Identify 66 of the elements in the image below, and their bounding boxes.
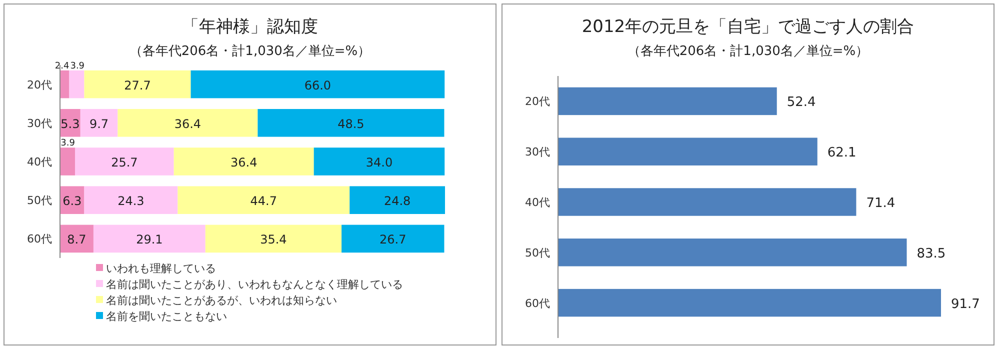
- y-tick-label: 30代: [27, 116, 52, 130]
- data-label: 62.1: [827, 146, 856, 161]
- data-label: 52.4: [786, 95, 816, 110]
- data-label: 83.5: [916, 246, 946, 262]
- data-label: 6.3: [62, 194, 82, 208]
- bar: [258, 109, 444, 137]
- bar: [558, 238, 907, 266]
- bar: [342, 224, 444, 253]
- bar: [558, 138, 818, 166]
- legend-label: 名前は聞いたことがあり、いわれもなんとなく理解している: [106, 278, 403, 291]
- y-tick-label: 30代: [525, 146, 550, 159]
- data-label: 29.1: [136, 232, 163, 247]
- data-label: 5.3: [60, 116, 80, 131]
- data-label: 26.7: [380, 232, 406, 247]
- data-label: 24.8: [384, 194, 411, 208]
- data-label: 44.7: [250, 194, 278, 208]
- chart-title: 2012年の元旦を「自宅」で過ごす人の割合: [582, 17, 914, 37]
- y-tick-label: 50代: [525, 246, 550, 260]
- y-tick-label: 40代: [525, 196, 550, 209]
- bar: [60, 70, 70, 98]
- legend-label: 名前を聞いたこともない: [106, 310, 227, 323]
- chart-subtitle: （各年代206名・計1,030名／単位=%）: [129, 44, 371, 59]
- data-label: 35.4: [260, 232, 287, 247]
- bar: [190, 70, 445, 98]
- y-tick-label: 20代: [27, 78, 52, 92]
- data-label: 34.0: [366, 156, 393, 170]
- bar: [558, 288, 941, 317]
- data-label: 48.5: [338, 116, 364, 131]
- data-label: 2.4: [54, 61, 70, 72]
- data-label: 24.3: [118, 194, 144, 208]
- bar: [84, 186, 178, 214]
- data-label: 36.4: [230, 156, 258, 170]
- bar: [174, 148, 314, 176]
- bar: [118, 109, 258, 137]
- bar: [558, 87, 777, 116]
- bar: [75, 148, 174, 176]
- bar: [314, 148, 445, 176]
- y-tick-label: 20代: [525, 95, 550, 108]
- data-label: 3.9: [70, 61, 85, 72]
- y-tick-label: 40代: [27, 156, 52, 168]
- bar: [60, 148, 75, 176]
- data-label: 91.7: [951, 296, 980, 312]
- data-label: 25.7: [111, 156, 138, 170]
- bar: [350, 186, 445, 214]
- bar: [205, 224, 342, 253]
- y-tick-label: 60代: [525, 296, 550, 310]
- data-label: 36.4: [174, 116, 202, 131]
- data-label: 27.7: [124, 78, 151, 92]
- y-tick-label: 60代: [27, 232, 52, 246]
- bar: [60, 224, 94, 253]
- bar: [69, 70, 84, 98]
- bar: [93, 224, 206, 253]
- data-label: 3.9: [60, 138, 76, 149]
- chart-title: 「年神様」認知度: [182, 17, 318, 37]
- bar: [178, 186, 350, 214]
- data-label: 71.4: [866, 196, 896, 211]
- legend-label: 名前は聞いたことがあるが、いわれは知らない: [106, 294, 337, 307]
- data-label: 66.0: [304, 78, 332, 92]
- legend-label: いわれも理解している: [106, 262, 216, 275]
- data-label: 8.7: [67, 232, 86, 247]
- data-label: 9.7: [89, 116, 109, 131]
- bar: [84, 70, 191, 98]
- bar: [558, 188, 856, 216]
- bar: [80, 109, 118, 137]
- chart-subtitle: （各年代206名・計1,030名／単位=%）: [627, 44, 869, 59]
- y-tick-label: 50代: [27, 194, 52, 208]
